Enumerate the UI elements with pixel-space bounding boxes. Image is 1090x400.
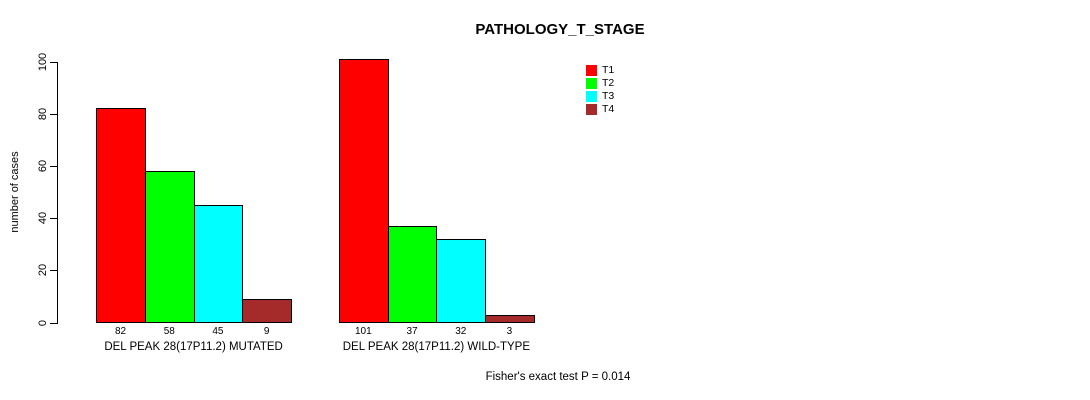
y-axis-line bbox=[57, 61, 58, 324]
bar-t1-group1 bbox=[96, 108, 146, 324]
bar-value-label: 9 bbox=[263, 325, 270, 337]
bar-value-label: 101 bbox=[355, 325, 372, 337]
y-tick-label: 40 bbox=[37, 211, 49, 225]
y-tick bbox=[50, 218, 57, 220]
bar-t1-group2 bbox=[339, 58, 389, 324]
legend-label: T2 bbox=[602, 76, 615, 89]
legend-swatch-t2 bbox=[586, 77, 597, 89]
y-tick bbox=[50, 270, 57, 272]
y-axis-title: number of cases bbox=[9, 151, 21, 233]
bar-t4-group2 bbox=[485, 314, 535, 324]
bar-t3-group1 bbox=[193, 205, 244, 324]
bar-value-label: 82 bbox=[114, 325, 127, 337]
y-tick-label: 60 bbox=[37, 159, 49, 173]
legend-label: T4 bbox=[602, 102, 615, 115]
y-tick bbox=[50, 113, 57, 115]
y-tick-label: 0 bbox=[37, 319, 49, 326]
legend-label: T1 bbox=[602, 64, 615, 76]
bar-t2-group2 bbox=[387, 225, 438, 324]
bar-value-label: 37 bbox=[406, 325, 418, 337]
legend-swatch-t1 bbox=[586, 65, 597, 76]
group-label: DEL PEAK 28(17P11.2) MUTATED bbox=[104, 341, 283, 353]
bar-value-label: 32 bbox=[455, 325, 467, 337]
group-label: DEL PEAK 28(17P11.2) WILD-TYPE bbox=[342, 341, 531, 353]
bar-value-label: 3 bbox=[506, 325, 513, 337]
bar-t3-group2 bbox=[436, 238, 487, 324]
legend-label: T3 bbox=[602, 89, 615, 102]
y-tick-label: 100 bbox=[37, 52, 49, 71]
y-tick bbox=[50, 61, 57, 63]
legend-swatch-t3 bbox=[586, 90, 597, 102]
bar-value-label: 58 bbox=[163, 325, 175, 337]
legend-swatch-t4 bbox=[586, 103, 597, 115]
y-tick-label: 80 bbox=[37, 107, 49, 120]
stat-annotation: Fisher's exact test P = 0.014 bbox=[485, 371, 631, 383]
y-tick bbox=[50, 322, 57, 324]
y-tick-label: 20 bbox=[37, 264, 49, 277]
chart-title: PATHOLOGY_T_STAGE bbox=[475, 21, 645, 38]
bar-t2-group1 bbox=[144, 171, 195, 324]
bar-value-label: 45 bbox=[212, 325, 224, 337]
bar-t4-group1 bbox=[242, 299, 292, 324]
y-tick bbox=[50, 165, 57, 167]
